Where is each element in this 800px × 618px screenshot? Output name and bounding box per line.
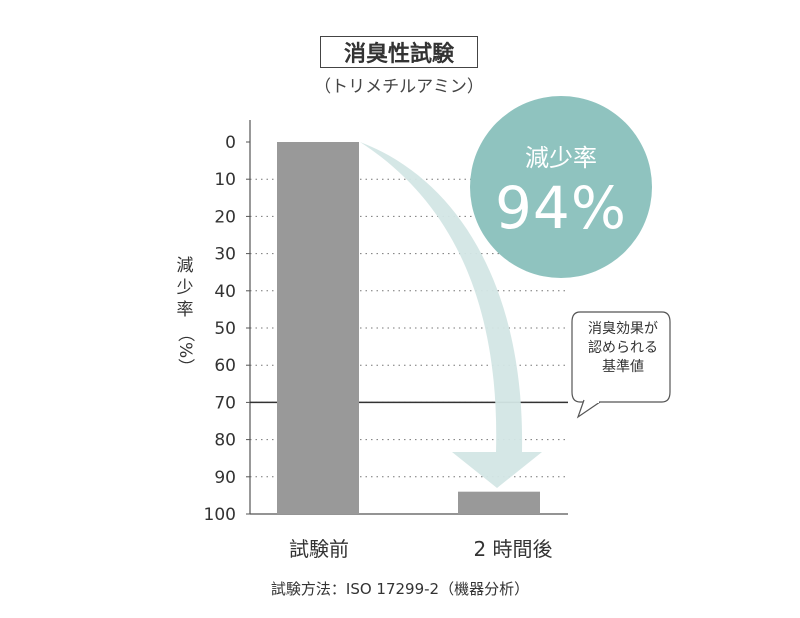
y-tick-label: 0 (225, 133, 236, 153)
y-tick-label: 40 (214, 282, 236, 302)
y-tick-label: 80 (214, 431, 236, 451)
chart-title: 消臭性試験 (320, 36, 478, 68)
y-tick-label: 10 (214, 170, 236, 190)
test-method-note: 試験方法：ISO 17299-2（機器分析） (270, 580, 530, 598)
bar (458, 491, 540, 514)
x-tick-label: 2 時間後 (473, 537, 553, 561)
reduction-rate-value: 94% (495, 174, 627, 242)
annotation-line: 消臭効果が (588, 321, 658, 337)
y-tick-label: 60 (214, 356, 236, 376)
annotation-bubble-tail (576, 399, 601, 419)
y-tick-label: 70 (214, 393, 236, 413)
bar (277, 142, 359, 514)
annotation-line: 基準値 (602, 359, 644, 375)
reduction-rate-badge: 減少率 94% (470, 96, 652, 278)
reference-annotation: 消臭効果が 認められる 基準値 (568, 320, 678, 377)
reduction-arrow (360, 142, 542, 488)
x-tick-label: 試験前 (289, 537, 349, 561)
y-axis-label-unit: （%） (175, 325, 195, 376)
y-axis-label-text: 減少率 (176, 256, 194, 320)
reduction-rate-label: 減少率 (525, 144, 597, 172)
annotation-line: 認められる (588, 340, 658, 356)
y-axis-label: 減少率 （%） (172, 255, 198, 376)
y-tick-label: 100 (204, 505, 236, 525)
chart-subtitle: （トリメチルアミン） (314, 77, 484, 97)
y-tick-label: 90 (214, 468, 236, 488)
y-tick-label: 30 (214, 245, 236, 265)
y-tick-label: 20 (214, 207, 236, 227)
y-tick-label: 50 (214, 319, 236, 339)
annotation-bubble (571, 311, 671, 403)
